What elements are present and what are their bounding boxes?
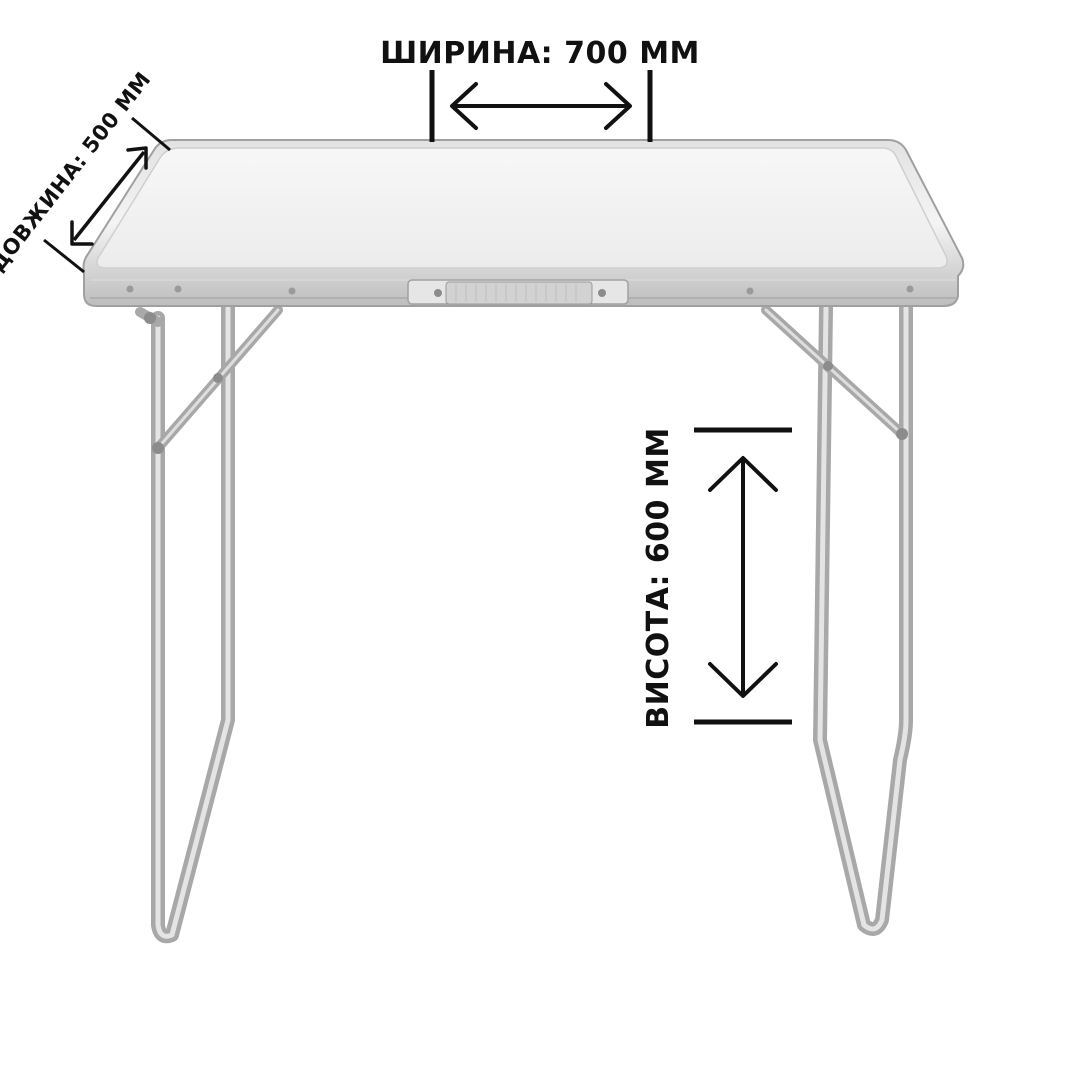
- width-arrow-right-head: [604, 82, 632, 130]
- height-arrow-top-head: [708, 456, 778, 492]
- width-dimension: ШИРИНА: 700 ММ: [380, 36, 700, 142]
- carry-handle: [407, 279, 629, 305]
- width-arrow-left-head: [450, 82, 478, 130]
- right-leg-frame: [761, 301, 913, 936]
- height-label: ВИСОТА: 600 ММ: [641, 427, 676, 728]
- width-label: ШИРИНА: 700 ММ: [380, 36, 700, 71]
- length-arrow: [72, 150, 146, 242]
- height-arrow-bottom-head: [708, 662, 778, 698]
- table: [82, 139, 965, 944]
- left-leg-frame: [135, 301, 283, 944]
- height-dimension: ВИСОТА: 600 ММ: [641, 427, 792, 729]
- tabletop-frame: [82, 139, 965, 307]
